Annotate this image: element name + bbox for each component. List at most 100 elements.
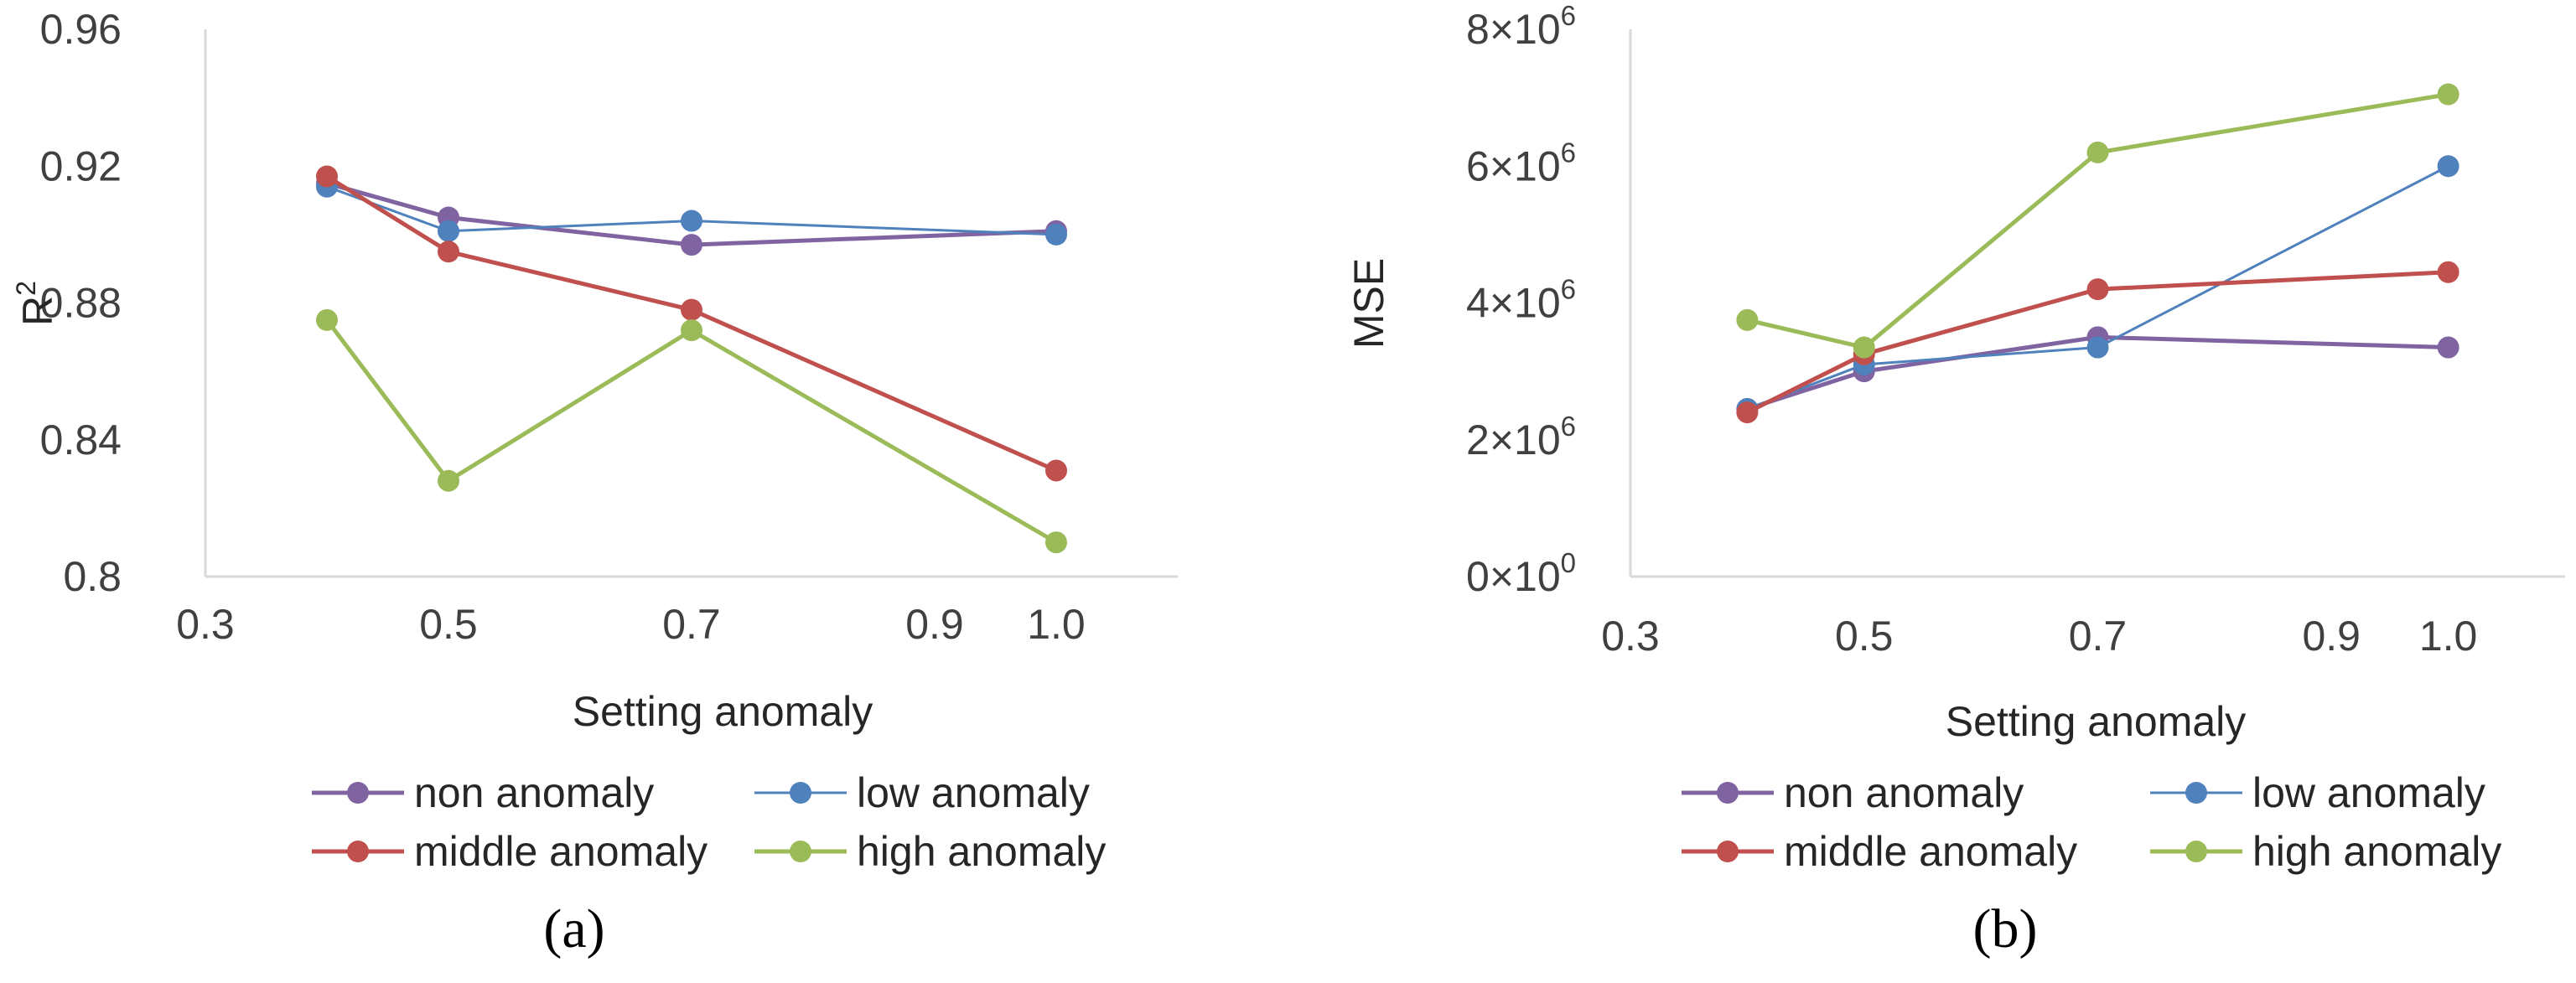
panel-label: (a) bbox=[543, 898, 604, 960]
data-point-high bbox=[438, 469, 459, 492]
y-tick-exponent: 0 bbox=[1561, 547, 1576, 578]
y-tick-exponent: 6 bbox=[1561, 274, 1576, 305]
legend: non anomaly low anomaly middle anomaly high… bbox=[312, 769, 1106, 875]
legend-label: low anomaly bbox=[2252, 769, 2485, 816]
series-line-low bbox=[326, 185, 1057, 236]
y-tick-label: 0.96 bbox=[40, 6, 122, 53]
data-point-low bbox=[2086, 336, 2109, 359]
x-tick-label: 1.0 bbox=[2419, 613, 2478, 660]
panel-label: (b) bbox=[1973, 898, 2038, 960]
y-tick-label: 4×106 bbox=[1466, 274, 1576, 327]
series-line-high bbox=[325, 318, 1058, 545]
series-low bbox=[316, 175, 1067, 246]
legend-item-middle: middle anomaly bbox=[312, 828, 707, 875]
legend-swatch-marker bbox=[1717, 841, 1739, 862]
series-high bbox=[316, 308, 1067, 554]
x-tick-label: 0.9 bbox=[905, 601, 964, 648]
legend: non anomaly low anomaly middle anomaly high… bbox=[1682, 769, 2501, 875]
legend-label: middle anomaly bbox=[1784, 828, 2077, 875]
legend-swatch-marker bbox=[347, 841, 369, 862]
chart-panel-a: 0.3 0.5 0.7 0.9 1.0 0.8 0.84 0.88 0.92 0.96 Settin… bbox=[11, 6, 1178, 960]
data-point-high bbox=[681, 319, 702, 342]
y-axis-title-superscript: 2 bbox=[11, 281, 41, 296]
series-line-middle bbox=[1746, 270, 2449, 415]
data-point-low bbox=[1045, 223, 1067, 246]
legend-label: high anomaly bbox=[857, 828, 1106, 875]
y-tick-times: ×10 bbox=[1490, 553, 1561, 600]
legend-item-middle: middle anomaly bbox=[1682, 828, 2077, 875]
y-tick-label: 0.88 bbox=[40, 280, 122, 327]
y-tick-label: 0.92 bbox=[40, 142, 122, 189]
y-tick-times: ×10 bbox=[1490, 280, 1561, 327]
legend-swatch-marker bbox=[790, 782, 811, 804]
legend-label: high anomaly bbox=[2252, 828, 2501, 875]
y-tick-times: ×10 bbox=[1490, 6, 1561, 53]
y-axis-title: R2 bbox=[11, 281, 61, 326]
legend-item-low: low anomaly bbox=[754, 769, 1090, 816]
legend-swatch-marker bbox=[2185, 782, 2207, 804]
y-tick-mantissa: 4 bbox=[1466, 280, 1490, 327]
data-point-middle bbox=[1736, 401, 1759, 424]
y-tick-label: 2×106 bbox=[1466, 411, 1576, 463]
series-line-low bbox=[1746, 164, 2449, 411]
y-tick-label: 0.8 bbox=[63, 553, 122, 600]
y-axis-title: MSE bbox=[1345, 258, 1392, 349]
series-high bbox=[1736, 83, 2459, 359]
x-tick-label: 0.3 bbox=[176, 601, 235, 648]
y-tick-label: 6×106 bbox=[1466, 137, 1576, 189]
data-point-middle bbox=[2437, 261, 2459, 283]
data-point-middle bbox=[316, 165, 338, 188]
data-point-middle bbox=[681, 298, 702, 321]
y-axis-title-main: R bbox=[14, 296, 61, 326]
x-axis-title: Setting anomaly bbox=[573, 688, 873, 735]
y-tick-times: ×10 bbox=[1490, 142, 1561, 189]
x-tick-label: 0.5 bbox=[419, 601, 478, 648]
data-point-high bbox=[1045, 531, 1067, 554]
x-tick-label: 0.7 bbox=[662, 601, 721, 648]
x-tick-label: 1.0 bbox=[1027, 601, 1086, 648]
x-tick-label: 0.9 bbox=[2302, 613, 2361, 660]
y-tick-mantissa: 6 bbox=[1466, 142, 1490, 189]
data-point-middle bbox=[1045, 459, 1067, 482]
data-point-high bbox=[2086, 141, 2109, 163]
legend-item-low: low anomaly bbox=[2150, 769, 2485, 816]
legend-item-non: non anomaly bbox=[312, 769, 654, 816]
data-point-high bbox=[1853, 336, 1875, 359]
series-line-non bbox=[326, 181, 1057, 247]
data-point-low bbox=[2437, 155, 2459, 178]
x-axis-title: Setting anomaly bbox=[1946, 698, 2247, 745]
y-tick-label: 0.84 bbox=[40, 416, 122, 463]
data-point-non bbox=[2437, 336, 2459, 359]
legend-label: low anomaly bbox=[857, 769, 1090, 816]
y-tick-mantissa: 8 bbox=[1466, 6, 1490, 53]
series-line-middle bbox=[325, 174, 1058, 473]
data-point-low bbox=[681, 210, 702, 232]
legend-item-non: non anomaly bbox=[1682, 769, 2024, 816]
legend-label: non anomaly bbox=[414, 769, 654, 816]
y-tick-exponent: 6 bbox=[1561, 0, 1576, 31]
legend-swatch-marker bbox=[1717, 782, 1739, 804]
legend-swatch-marker bbox=[2185, 841, 2207, 862]
y-tick-mantissa: 2 bbox=[1466, 416, 1490, 463]
y-tick-times: ×10 bbox=[1490, 416, 1561, 463]
y-tick-exponent: 6 bbox=[1561, 411, 1576, 442]
y-tick-label: 8×106 bbox=[1466, 0, 1576, 53]
y-tick-label: 0×100 bbox=[1466, 547, 1576, 600]
legend-item-high: high anomaly bbox=[754, 828, 1106, 875]
x-tick-label: 0.7 bbox=[2069, 613, 2128, 660]
series-line-non bbox=[1746, 334, 2449, 411]
data-point-high bbox=[2437, 83, 2459, 106]
series-middle bbox=[316, 165, 1067, 482]
data-point-low bbox=[438, 220, 459, 242]
series-line-high bbox=[1746, 92, 2449, 350]
y-tick-exponent: 6 bbox=[1561, 137, 1576, 168]
legend-swatch-marker bbox=[790, 841, 811, 862]
data-point-high bbox=[1736, 308, 1759, 331]
data-point-non bbox=[681, 234, 702, 256]
y-axis-title-main: MSE bbox=[1345, 258, 1392, 349]
legend-label: middle anomaly bbox=[414, 828, 707, 875]
legend-label: non anomaly bbox=[1784, 769, 2024, 816]
x-tick-label: 0.5 bbox=[1835, 613, 1894, 660]
chart-panel-b: 0.3 0.5 0.7 0.9 1.00×1002×1064×1066×1068×106… bbox=[1345, 0, 2565, 960]
